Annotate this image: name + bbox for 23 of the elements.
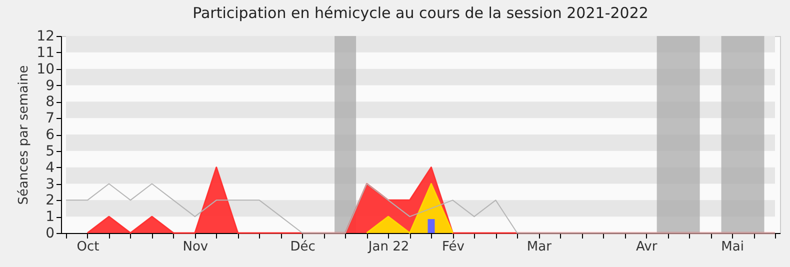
y-tick-label: 2 xyxy=(46,192,54,209)
y-tick-label: 11 xyxy=(36,44,54,61)
chart-title: Participation en hémicycle au cours de la session 2021-2022 xyxy=(192,4,648,22)
x-tick-label: Oct xyxy=(76,240,100,254)
y-axis-title: Séances par semaine xyxy=(16,65,32,205)
y-tick-label: 5 xyxy=(46,143,54,160)
x-tick-label: Mai xyxy=(721,240,744,254)
y-tick-label: 10 xyxy=(36,61,54,78)
y-tick-label: 4 xyxy=(46,160,55,176)
y-tick-label: 12 xyxy=(36,28,54,44)
y-tick-label: 3 xyxy=(46,176,54,192)
x-tick-label: Avr xyxy=(636,240,658,254)
y-tick-label: 6 xyxy=(46,127,55,143)
x-tick-label: Mar xyxy=(526,240,552,254)
y-tick-label: 1 xyxy=(46,209,54,226)
y-tick-label: 9 xyxy=(46,78,54,94)
y-tick-label: 8 xyxy=(46,94,54,110)
x-tick-label: Fév xyxy=(442,240,465,254)
x-tick-label: Déc xyxy=(290,240,316,254)
x-tick-label: Nov xyxy=(182,240,208,254)
y-tick-label: 7 xyxy=(46,110,54,127)
y-tick-label: 0 xyxy=(46,226,54,242)
x-tick-label: Jan 22 xyxy=(367,240,410,254)
